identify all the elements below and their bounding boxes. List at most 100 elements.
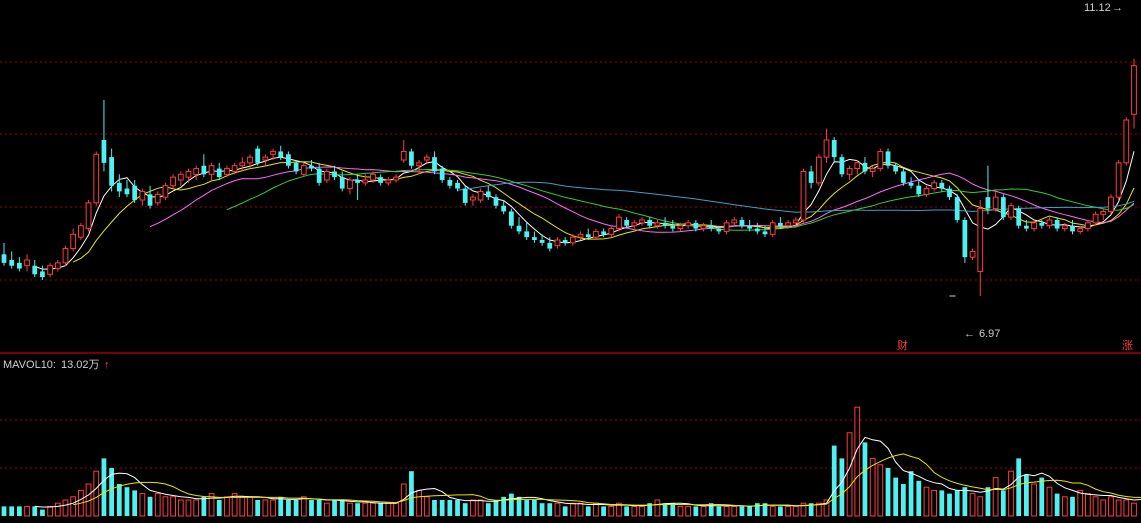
candle — [154, 191, 161, 206]
volume-bar — [985, 487, 991, 516]
candle — [93, 151, 100, 206]
volume-bar — [1100, 499, 1107, 517]
candle-body — [255, 148, 261, 163]
volume-bar — [300, 496, 307, 517]
volume-bar — [547, 503, 553, 516]
candle — [508, 208, 514, 229]
candle-body — [493, 197, 499, 206]
candle — [862, 157, 868, 175]
candle — [685, 220, 692, 229]
volume-bar — [708, 503, 714, 516]
volume-bar — [947, 493, 952, 516]
candle-body — [931, 182, 938, 190]
min-price-label: 6.97 — [979, 328, 1000, 340]
candle-body — [862, 162, 868, 172]
volume-bar — [846, 432, 853, 517]
volume-bar — [1115, 499, 1122, 517]
volume-bar — [1023, 474, 1029, 516]
volume-bar — [831, 445, 837, 516]
candle-body — [147, 194, 153, 206]
volume-bar — [716, 506, 722, 516]
candle — [723, 220, 730, 235]
candle-body — [32, 265, 38, 275]
volume-average-lines — [34, 436, 1141, 508]
candle — [239, 157, 246, 172]
candle — [1046, 217, 1053, 229]
volume-bar — [462, 503, 468, 516]
volume-bar — [624, 506, 630, 516]
candle — [462, 185, 468, 206]
candle — [262, 154, 269, 166]
grid-lines — [0, 61, 1141, 469]
candle — [901, 168, 906, 186]
candle — [1039, 220, 1045, 229]
candle-body — [723, 222, 730, 232]
volume-bar — [1016, 458, 1022, 516]
candle-body — [923, 188, 930, 195]
candle — [185, 168, 192, 183]
candle-body — [439, 168, 445, 180]
volume-bar — [854, 406, 861, 517]
candle — [193, 165, 200, 180]
candle-body — [693, 222, 699, 229]
candle-body — [309, 165, 314, 169]
volume-bar — [608, 505, 615, 517]
volume-bar — [231, 493, 238, 517]
candle-body — [769, 222, 776, 235]
candle-body — [846, 168, 853, 175]
volume-bar — [969, 493, 976, 517]
candle — [339, 171, 345, 192]
candle-body — [270, 150, 276, 155]
candle — [270, 148, 276, 160]
candle — [762, 225, 768, 238]
volume-bar — [316, 500, 322, 516]
candle-body — [1054, 220, 1060, 229]
candle-body — [393, 176, 399, 181]
candle — [547, 237, 553, 252]
candle — [378, 174, 384, 186]
volume-bar — [808, 503, 814, 516]
candle-body — [639, 219, 645, 224]
candle — [647, 217, 653, 229]
volume-bar — [869, 457, 876, 517]
candle — [501, 200, 507, 215]
volume-bar — [1092, 496, 1099, 517]
candle-body — [262, 156, 269, 161]
volume-bar — [109, 468, 115, 516]
candle-body — [216, 168, 222, 178]
volume-bar — [700, 505, 707, 517]
event-marker-earnings[interactable]: 财 — [897, 338, 908, 352]
candle — [147, 185, 153, 209]
candle-body — [1023, 225, 1029, 229]
candle-body — [139, 190, 146, 201]
candle — [1115, 160, 1122, 200]
candle-body — [224, 168, 230, 175]
volume-bar — [885, 468, 891, 516]
candle-body — [916, 185, 922, 195]
candle — [731, 217, 738, 226]
candle — [47, 262, 54, 278]
candle-body — [316, 168, 322, 183]
candle — [1008, 202, 1014, 220]
candle-body — [854, 162, 861, 170]
volume-bar — [62, 499, 69, 517]
candle-body — [432, 157, 437, 172]
volume-bar — [954, 490, 960, 516]
candle — [1016, 205, 1022, 229]
candle — [577, 231, 584, 240]
event-marker-limit-up[interactable]: 涨 — [1122, 339, 1133, 352]
volume-bar — [124, 487, 130, 516]
volume-bar — [347, 502, 353, 517]
min-price-arrow: ← — [964, 328, 975, 340]
candle-body — [747, 225, 753, 229]
volume-bar — [455, 500, 460, 516]
candle-body — [85, 202, 92, 230]
volume-bar — [70, 496, 77, 517]
candle-body — [585, 234, 591, 238]
candle — [939, 180, 945, 192]
candle-body — [47, 265, 54, 275]
candle — [470, 194, 476, 206]
candle — [785, 220, 791, 229]
volume-bar — [923, 486, 930, 517]
candle — [70, 228, 77, 252]
